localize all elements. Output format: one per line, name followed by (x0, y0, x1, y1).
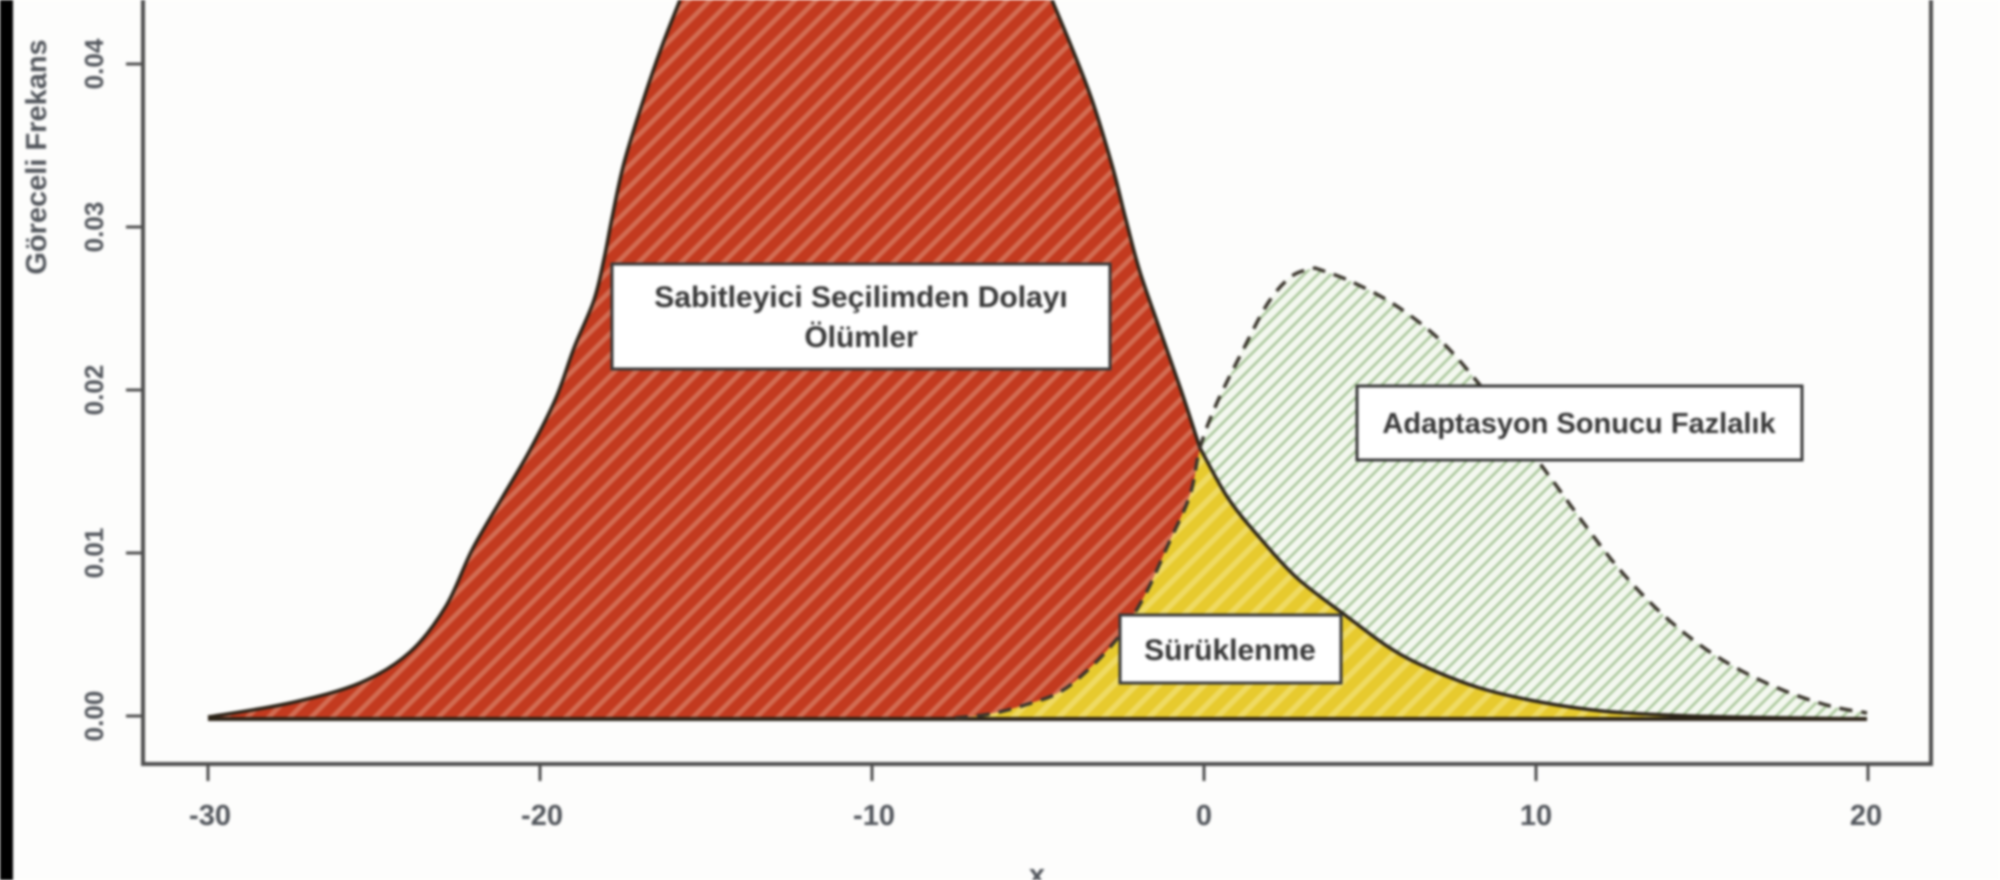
svg-text:0.04: 0.04 (79, 38, 109, 89)
svg-text:0.00: 0.00 (79, 691, 109, 742)
svg-text:Sürüklenme: Sürüklenme (1144, 634, 1316, 667)
svg-text:0.01: 0.01 (79, 528, 109, 579)
svg-text:Sabitleyici Seçilimden Dolayı: Sabitleyici Seçilimden Dolayı (654, 281, 1068, 314)
svg-text:Göreceli Frekans: Göreceli Frekans (21, 39, 53, 274)
svg-text:x: x (1029, 859, 1045, 880)
svg-text:0.02: 0.02 (79, 365, 109, 416)
svg-text:Ölümler: Ölümler (804, 321, 918, 354)
svg-text:0: 0 (1196, 800, 1212, 832)
svg-text:Adaptasyon Sonucu Fazlalık: Adaptasyon Sonucu Fazlalık (1382, 408, 1776, 440)
svg-text:-10: -10 (853, 800, 895, 832)
svg-text:0.03: 0.03 (79, 202, 109, 253)
svg-text:20: 20 (1850, 800, 1882, 832)
svg-text:-30: -30 (189, 800, 231, 832)
svg-text:10: 10 (1520, 800, 1552, 832)
svg-text:-20: -20 (521, 800, 563, 832)
